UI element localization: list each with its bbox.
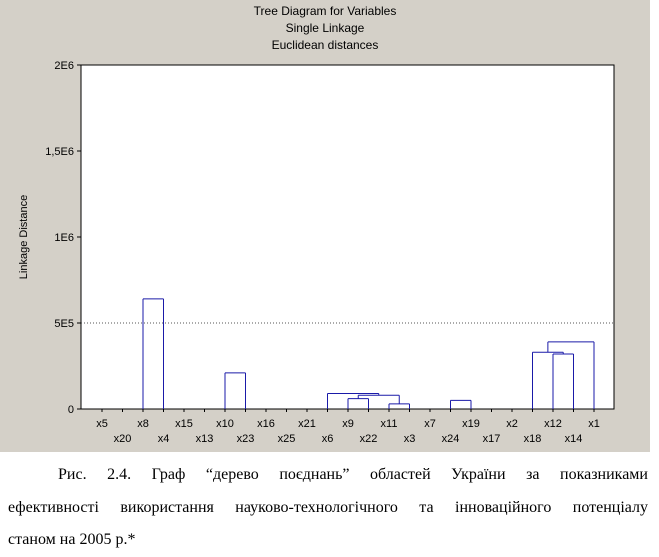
y-tick-label: 5E5 xyxy=(54,318,74,330)
leaf-label: x4 xyxy=(158,433,170,445)
y-tick-label: 1E6 xyxy=(54,232,74,244)
leaf-label: x5 xyxy=(96,418,108,430)
leaf-label: x15 xyxy=(175,418,193,430)
y-tick-label: 1,5E6 xyxy=(45,146,74,158)
leaf-label: x20 xyxy=(114,433,132,445)
leaf-label: x2 xyxy=(506,418,518,430)
leaf-label: x3 xyxy=(404,433,416,445)
chart-panel: Tree Diagram for Variables Single Linkag… xyxy=(0,0,650,452)
leaf-label: x25 xyxy=(278,433,296,445)
leaf-label: x22 xyxy=(360,433,378,445)
y-tick-label: 2E6 xyxy=(54,60,74,72)
leaf-label: x7 xyxy=(424,418,436,430)
chart-subtitle-distance: Euclidean distances xyxy=(271,38,379,52)
leaf-label: x10 xyxy=(216,418,234,430)
leaf-label: x17 xyxy=(483,433,501,445)
leaf-label: x9 xyxy=(342,418,354,430)
leaf-label: x21 xyxy=(298,418,316,430)
y-axis-label: Linkage Distance xyxy=(18,195,30,279)
leaf-label: x19 xyxy=(462,418,480,430)
dendrogram-svg: 2E6 1,5E6 1E6 5E5 0 Linkage Distance x5 x20 x8 x4… xyxy=(18,60,615,445)
leaf-label: x11 xyxy=(381,418,398,430)
leaf-label: x14 xyxy=(565,433,583,445)
leaf-label: x8 xyxy=(137,418,149,430)
leaf-label: x24 xyxy=(442,433,460,445)
chart-subtitle-linkage: Single Linkage xyxy=(285,21,365,35)
y-tick-label: 0 xyxy=(68,404,74,416)
caption-line-3: станом на 2005 р.* xyxy=(8,531,136,548)
plot-area xyxy=(80,64,615,410)
chart-title: Tree Diagram for Variables xyxy=(253,4,397,18)
leaf-label: x18 xyxy=(524,433,542,445)
caption-line-1: Рис. 2.4. Граф “дерево поєднань” областе… xyxy=(58,466,648,483)
leaf-label: x1 xyxy=(588,418,600,430)
leaf-label: x13 xyxy=(196,433,214,445)
leaf-label: x16 xyxy=(257,418,275,430)
leaf-label: x12 xyxy=(544,418,562,430)
leaf-label: x6 xyxy=(322,433,334,445)
caption-line-2: ефективності використання науково-технол… xyxy=(8,499,648,516)
leaf-label: x23 xyxy=(237,433,255,445)
